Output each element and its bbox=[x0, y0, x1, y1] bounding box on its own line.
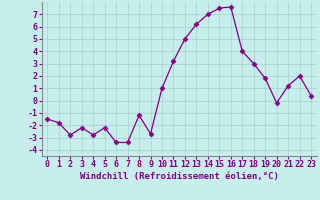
X-axis label: Windchill (Refroidissement éolien,°C): Windchill (Refroidissement éolien,°C) bbox=[80, 172, 279, 181]
